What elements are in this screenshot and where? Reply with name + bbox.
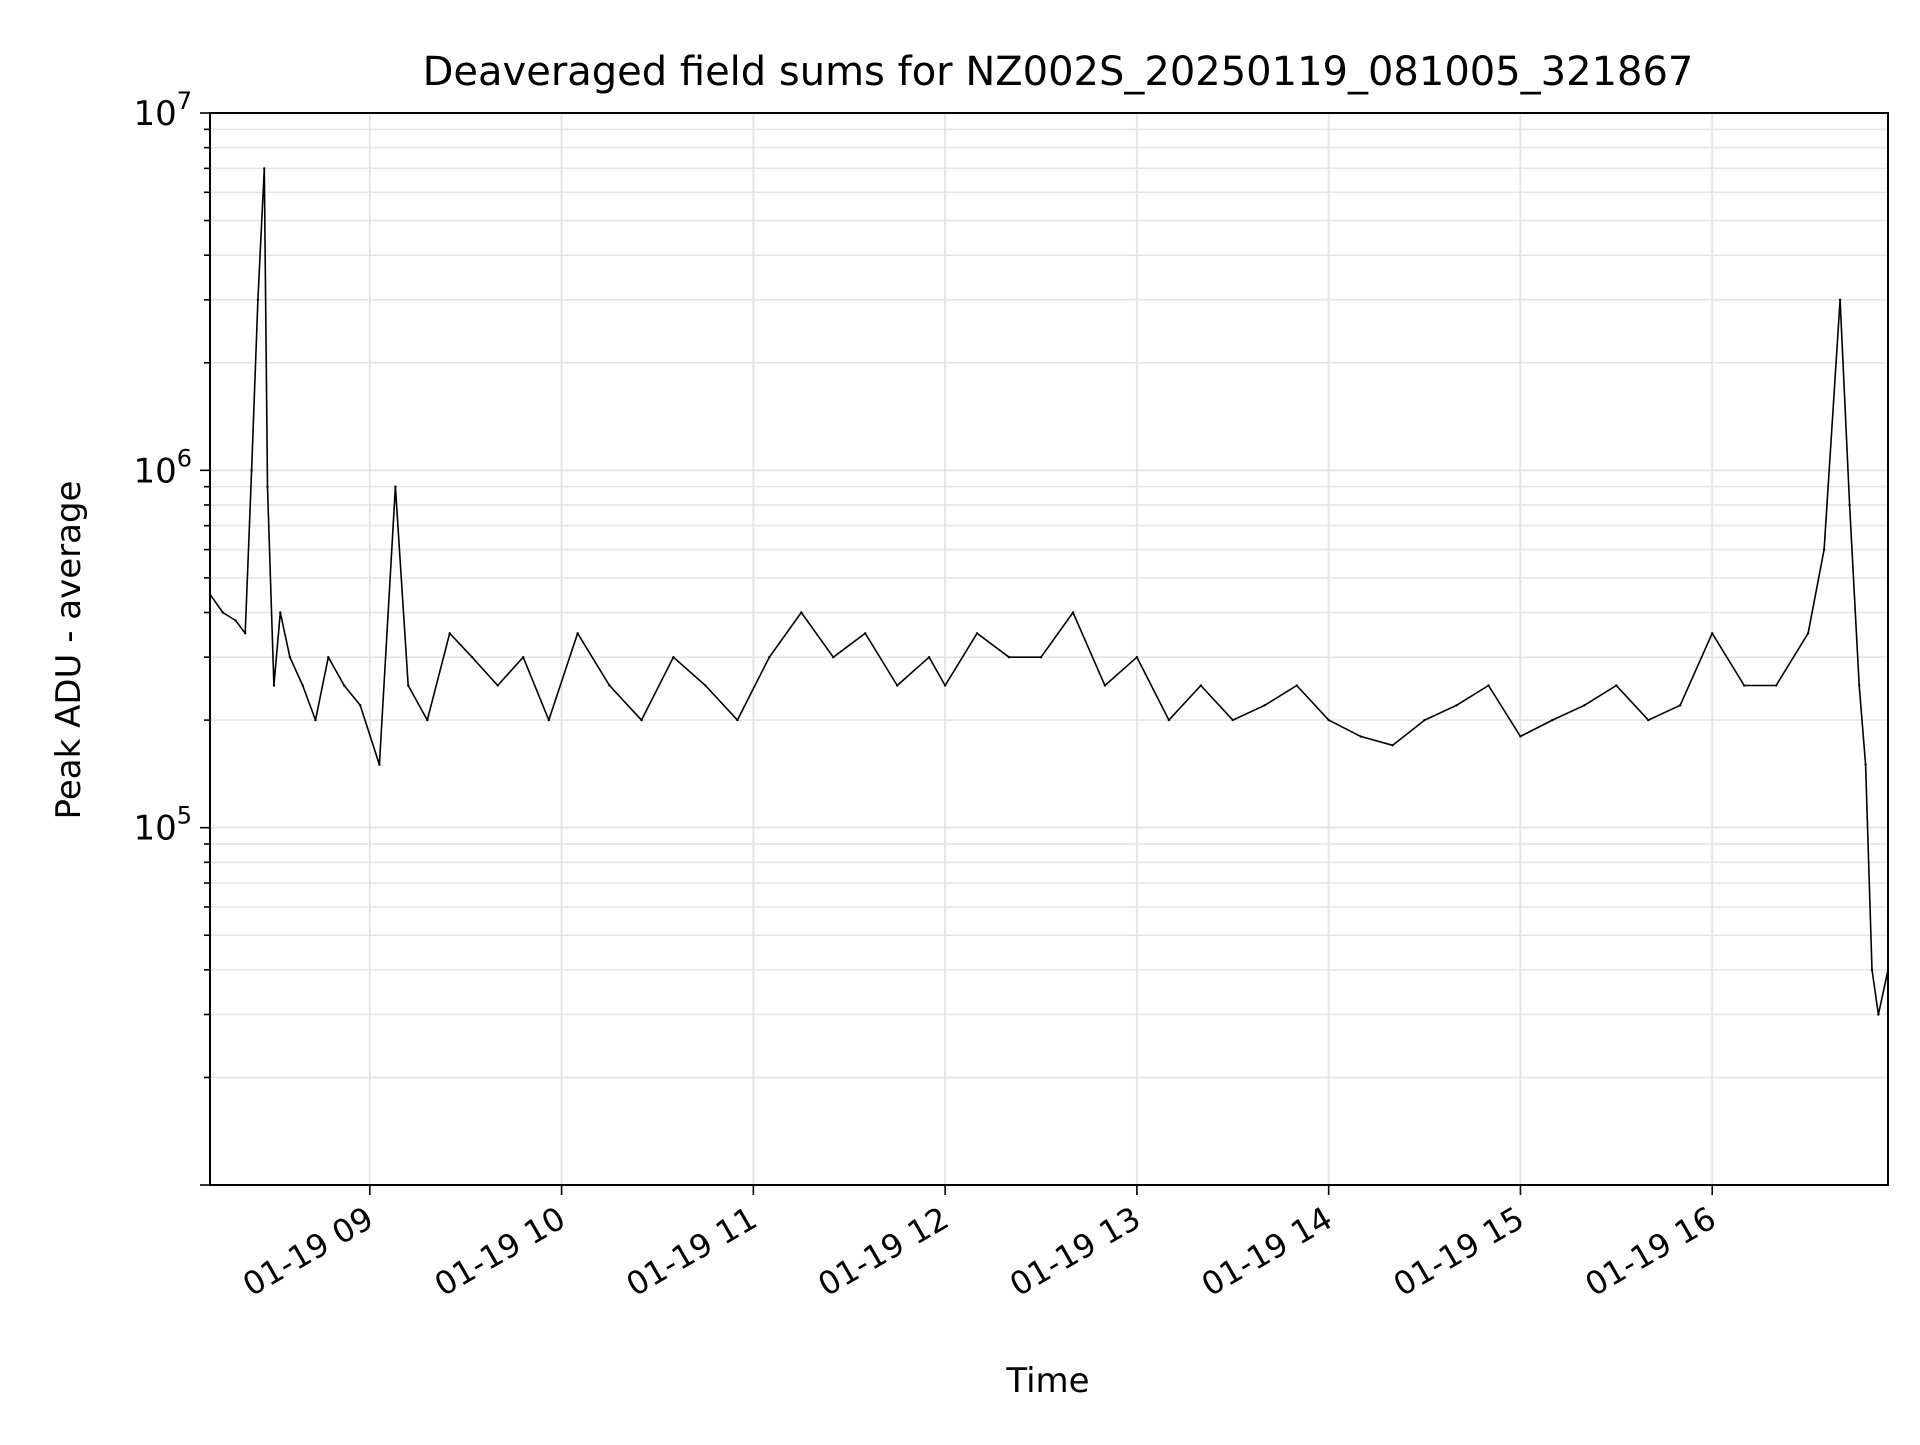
data-point — [244, 632, 247, 635]
data-point — [1199, 684, 1203, 687]
data-point — [1071, 611, 1075, 614]
data-point — [832, 656, 835, 659]
y-tick-label: 105 — [133, 802, 192, 849]
data-point — [1135, 656, 1139, 659]
x-axis-label: Time — [1005, 1361, 1089, 1401]
plot-frame — [209, 112, 1889, 1186]
data-point — [359, 704, 362, 707]
data-point — [426, 718, 429, 722]
y-tick-label: 106 — [133, 444, 192, 491]
data-point — [448, 632, 451, 635]
data-point — [470, 656, 474, 659]
data-point — [1711, 632, 1714, 635]
data-point — [640, 718, 643, 722]
data-point — [1679, 704, 1682, 707]
data-point — [1039, 656, 1043, 659]
y-tick-base: 10 — [133, 94, 176, 134]
data-point — [1864, 763, 1867, 766]
data-point — [896, 684, 899, 687]
data-point — [1487, 684, 1490, 687]
grid-lines — [210, 112, 1888, 1186]
data-point — [704, 684, 707, 687]
data-point — [1007, 656, 1011, 659]
data-point — [1615, 684, 1618, 687]
data-point — [263, 167, 266, 170]
data-point — [394, 485, 397, 488]
data-point — [1858, 684, 1861, 687]
data-point — [1327, 718, 1330, 722]
data-point — [1359, 735, 1362, 738]
data-point — [1822, 548, 1826, 551]
data-point — [1551, 718, 1554, 722]
data-point — [927, 656, 931, 659]
data-point — [943, 684, 947, 687]
data-point — [1263, 704, 1266, 707]
data-point — [378, 763, 381, 766]
data-point — [1838, 298, 1842, 301]
data-point — [547, 718, 550, 722]
data-point — [1877, 1013, 1880, 1016]
chart-title: Deaveraged field sums for NZ002S_2025011… — [423, 49, 1694, 95]
data-point — [1519, 735, 1522, 738]
data-point — [1391, 744, 1394, 747]
data-point — [1455, 704, 1458, 707]
data-point — [864, 632, 867, 635]
data-point — [256, 298, 260, 301]
data-point — [343, 684, 346, 687]
data-point — [272, 684, 276, 687]
data-point — [1231, 718, 1235, 722]
series-layer — [208, 167, 1890, 1016]
data-point — [576, 632, 579, 635]
y-tick-exponent: 7 — [177, 87, 192, 115]
data-point — [608, 684, 611, 687]
data-point — [327, 656, 330, 659]
data-point — [1647, 718, 1650, 722]
data-point — [672, 656, 675, 659]
data-point — [407, 684, 410, 687]
data-point — [1295, 684, 1298, 687]
data-point — [975, 632, 979, 635]
y-tick-exponent: 5 — [177, 802, 192, 830]
y-axis-label: Peak ADU - average — [49, 481, 89, 820]
data-point — [1743, 684, 1746, 687]
data-point — [768, 656, 771, 659]
y-tick-base: 10 — [133, 809, 176, 849]
data-point — [1848, 503, 1851, 507]
data-point — [522, 656, 525, 659]
data-point — [301, 684, 304, 687]
data-point — [1167, 718, 1171, 722]
data-point — [736, 718, 739, 722]
data-point — [288, 656, 292, 659]
data-point — [250, 469, 253, 472]
data-point — [279, 611, 282, 614]
data-point — [1870, 968, 1874, 972]
y-tick-label: 107 — [133, 87, 192, 134]
data-point — [496, 684, 499, 687]
data-point — [800, 611, 803, 614]
data-point — [1774, 684, 1778, 687]
data-point — [1103, 684, 1107, 687]
data-point — [221, 611, 224, 614]
data-point — [1423, 718, 1426, 722]
data-point — [314, 718, 317, 722]
data-point — [1806, 632, 1810, 635]
data-point — [1583, 704, 1586, 707]
y-tick-base: 10 — [133, 451, 176, 491]
y-tick-exponent: 6 — [177, 444, 192, 472]
data-point — [234, 619, 237, 622]
data-point — [266, 485, 269, 488]
